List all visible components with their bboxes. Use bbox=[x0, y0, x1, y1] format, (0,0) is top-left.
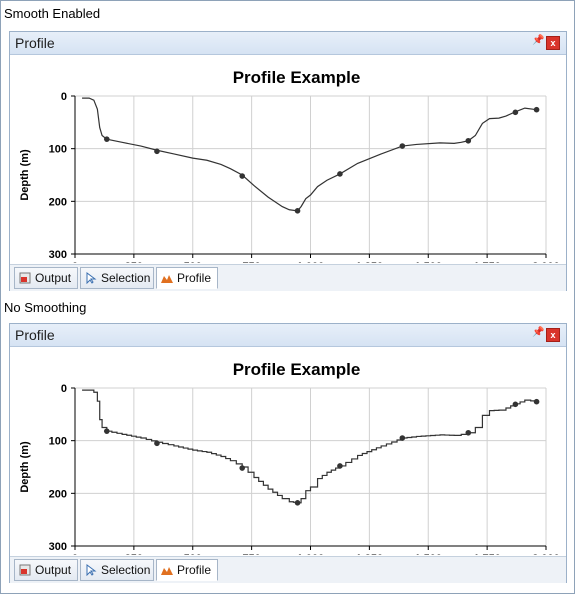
panel-tab-bar: Output Selection Profile bbox=[10, 264, 566, 291]
panel-title: Profile bbox=[15, 327, 55, 343]
profile-point bbox=[154, 148, 160, 155]
tab-profile[interactable]: Profile bbox=[156, 267, 218, 289]
profile-icon bbox=[161, 567, 173, 575]
y-axis-label: Depth (m) bbox=[19, 441, 31, 493]
x-tick-label: 500 bbox=[184, 553, 202, 555]
profile-chart-nosmooth: Profile Example 0 250 500 750 1,000 1,250 1,500… bbox=[19, 360, 560, 555]
y-tick-label: 0 bbox=[61, 383, 67, 395]
x-tick-label: 1,750 bbox=[473, 553, 501, 555]
section-label-smooth: Smooth Enabled bbox=[4, 6, 101, 21]
section-label-nosmooth: No Smoothing bbox=[4, 300, 87, 315]
tab-output[interactable]: Output bbox=[14, 559, 78, 581]
panel-header: Profile 📌 x bbox=[10, 32, 566, 55]
profile-point bbox=[465, 429, 472, 436]
profile-series-line bbox=[82, 97, 537, 212]
x-tick-label: 500 bbox=[184, 261, 202, 263]
x-tick-label: 1,250 bbox=[356, 261, 384, 263]
y-tick-label: 200 bbox=[49, 196, 67, 208]
tab-label: Selection bbox=[101, 271, 151, 285]
x-tick-label: 1,500 bbox=[414, 261, 442, 263]
profile-point bbox=[512, 109, 519, 116]
y-tick-label: 300 bbox=[49, 541, 67, 553]
tab-label: Profile bbox=[177, 271, 212, 285]
profile-point bbox=[512, 401, 519, 408]
y-tick-label: 100 bbox=[49, 436, 67, 448]
chart-title: Profile Example bbox=[233, 68, 361, 87]
panel-title: Profile bbox=[15, 35, 55, 51]
panel-tab-bar: Output Selection Profile bbox=[10, 556, 566, 583]
profile-series-line bbox=[82, 389, 538, 504]
profile-point bbox=[239, 465, 246, 471]
x-tick-label: 0 bbox=[72, 553, 78, 555]
profile-point bbox=[103, 136, 110, 142]
profile-point bbox=[399, 143, 406, 149]
close-icon[interactable]: x bbox=[546, 36, 560, 50]
profile-point bbox=[294, 208, 301, 214]
profile-point bbox=[399, 435, 406, 441]
y-tick-label: 300 bbox=[49, 249, 67, 261]
x-tick-label: 250 bbox=[125, 261, 143, 263]
y-tick-label: 100 bbox=[49, 144, 67, 156]
pin-icon[interactable]: 📌 bbox=[532, 327, 545, 338]
close-icon[interactable]: x bbox=[546, 328, 560, 342]
y-tick-label: 200 bbox=[49, 488, 67, 500]
profile-point bbox=[154, 440, 160, 447]
tab-output[interactable]: Output bbox=[14, 267, 78, 289]
tab-selection[interactable]: Selection bbox=[80, 559, 154, 581]
x-tick-label: 1,000 bbox=[297, 553, 325, 555]
pin-icon[interactable]: 📌 bbox=[532, 35, 545, 46]
x-tick-label: 750 bbox=[242, 261, 260, 263]
profile-panel-smooth: Profile 📌 x Profile Example 0 250 500 750 1,0… bbox=[9, 31, 567, 291]
profile-point bbox=[533, 106, 540, 113]
profile-point bbox=[337, 463, 343, 469]
x-tick-label: 1,750 bbox=[473, 261, 501, 263]
profile-panel-nosmooth: Profile 📌 x Profile Example 0 250 500 750 1,0… bbox=[9, 323, 567, 583]
y-axis-label: Depth (m) bbox=[19, 149, 31, 201]
tab-label: Selection bbox=[101, 563, 151, 577]
chart-title: Profile Example bbox=[233, 360, 361, 379]
tab-label: Profile bbox=[177, 563, 212, 577]
profile-point bbox=[465, 137, 472, 144]
profile-icon bbox=[161, 275, 173, 283]
profile-point bbox=[103, 428, 110, 434]
tab-profile[interactable]: Profile bbox=[156, 559, 218, 581]
x-tick-label: 750 bbox=[242, 553, 260, 555]
output-icon bbox=[19, 272, 31, 284]
x-tick-label: 1,000 bbox=[297, 261, 325, 263]
profile-point bbox=[337, 171, 343, 177]
tab-label: Output bbox=[35, 563, 72, 577]
x-tick-label: 1,250 bbox=[356, 553, 384, 555]
output-icon bbox=[19, 564, 31, 576]
selection-icon bbox=[86, 564, 97, 576]
profile-point bbox=[239, 173, 246, 179]
profile-point bbox=[294, 500, 301, 506]
y-tick-label: 0 bbox=[61, 91, 67, 103]
x-tick-label: 1,500 bbox=[414, 553, 442, 555]
profile-point bbox=[533, 398, 540, 405]
profile-chart-smooth: Profile Example 0 250 500 750 1,000 1,250 1,500… bbox=[19, 68, 560, 263]
panel-header: Profile 📌 x bbox=[10, 324, 566, 347]
tab-selection[interactable]: Selection bbox=[80, 267, 154, 289]
selection-icon bbox=[86, 272, 97, 284]
x-tick-label: 2,000 bbox=[532, 553, 560, 555]
tab-label: Output bbox=[35, 271, 72, 285]
x-tick-label: 250 bbox=[125, 553, 143, 555]
x-tick-label: 0 bbox=[72, 261, 78, 263]
x-tick-label: 2,000 bbox=[532, 261, 560, 263]
